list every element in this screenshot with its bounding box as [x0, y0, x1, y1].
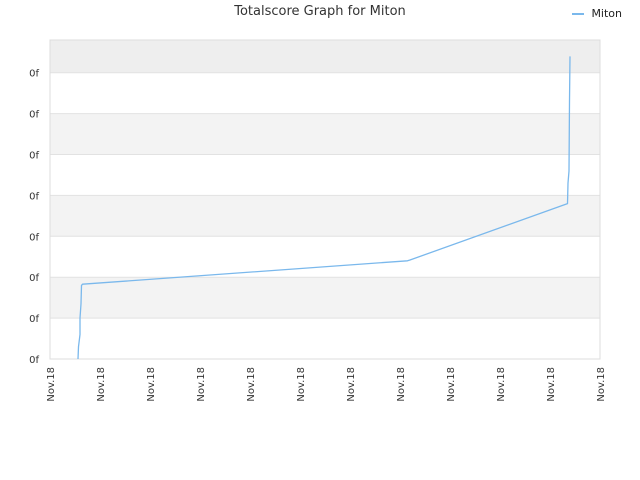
y-tick-label: 0f [29, 314, 39, 325]
y-tick-label: 0f [29, 110, 39, 121]
legend[interactable]: Miton [572, 7, 622, 20]
y-tick-label: 0f [29, 232, 39, 243]
plot-band [50, 113, 600, 155]
plot-band [50, 277, 600, 319]
plot-band [50, 40, 600, 73]
x-tick-label: Nov.18 [246, 367, 257, 402]
x-tick-label: Nov.18 [396, 367, 407, 402]
y-tick-label: 0f [29, 355, 39, 366]
plot-band [50, 236, 600, 278]
x-tick-label: Nov.18 [346, 367, 357, 402]
y-tick-label: 0f [29, 69, 39, 80]
y-tick-label: 0f [29, 273, 39, 284]
x-tick-label: Nov.18 [146, 367, 157, 402]
plot-border [49, 39, 601, 360]
x-tick-label: Nov.18 [496, 367, 507, 402]
x-tick-label: Nov.18 [546, 367, 557, 402]
plot-band [50, 195, 600, 237]
y-tick-label: 0f [29, 191, 39, 202]
series-line-miton[interactable] [77, 56, 571, 360]
plot-band [50, 318, 600, 359]
x-tick-label: Nov.18 [596, 367, 607, 402]
chart-title: Totalscore Graph for Miton [234, 4, 406, 19]
x-tick-label: Nov.18 [46, 367, 57, 402]
x-tick-label: Nov.18 [296, 367, 307, 402]
y-tick-label: 0f [29, 151, 39, 162]
plot-band [50, 154, 600, 196]
x-tick-label: Nov.18 [446, 367, 457, 402]
legend-swatch [572, 12, 585, 15]
legend-label-miton: Miton [591, 7, 622, 20]
x-tick-label: Nov.18 [96, 367, 107, 402]
x-tick-label: Nov.18 [196, 367, 207, 402]
plot-band [50, 72, 600, 114]
